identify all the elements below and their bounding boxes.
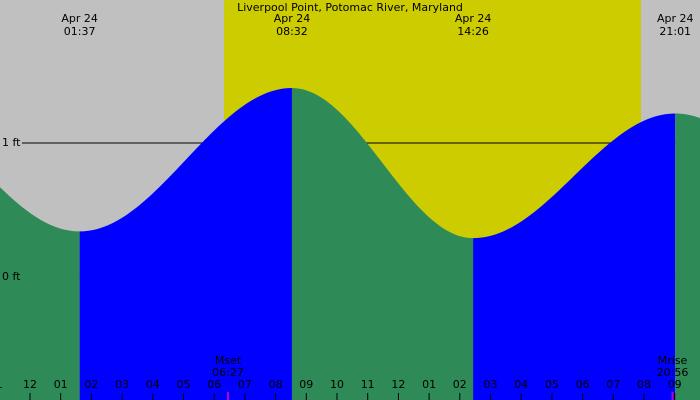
x-tick-label: 07 bbox=[238, 378, 252, 391]
x-tick-label: 09 bbox=[299, 378, 313, 391]
x-tick-label: 05 bbox=[545, 378, 559, 391]
x-tick-label: 08 bbox=[637, 378, 651, 391]
x-tick-label: 02 bbox=[453, 378, 467, 391]
event-date: Apr 24 bbox=[455, 12, 492, 25]
moon-label: Mset bbox=[215, 354, 242, 367]
x-tick-label: 12 bbox=[23, 378, 37, 391]
event-time: 14:26 bbox=[457, 25, 489, 38]
x-tick-label: 04 bbox=[146, 378, 160, 391]
x-tick-label: 12 bbox=[391, 378, 405, 391]
event-date: Apr 24 bbox=[657, 12, 694, 25]
event-time: 08:32 bbox=[276, 25, 308, 38]
event-date: Apr 24 bbox=[61, 12, 98, 25]
x-tick-label: 08 bbox=[269, 378, 283, 391]
x-tick-label: 06 bbox=[576, 378, 590, 391]
falling-tide bbox=[291, 88, 474, 400]
falling-tide bbox=[675, 113, 700, 400]
x-tick-label: 04 bbox=[514, 378, 528, 391]
x-tick-label: 1 bbox=[0, 378, 3, 391]
x-tick-label: 09 bbox=[668, 378, 682, 391]
x-tick-label: 02 bbox=[84, 378, 98, 391]
event-time: 21:01 bbox=[659, 25, 691, 38]
moon-label: Mrise bbox=[658, 354, 688, 367]
falling-tide bbox=[0, 187, 80, 400]
x-tick-label: 07 bbox=[606, 378, 620, 391]
x-tick-label: 01 bbox=[54, 378, 68, 391]
event-date: Apr 24 bbox=[274, 12, 311, 25]
moon-time: 20:56 bbox=[657, 366, 689, 379]
water bbox=[0, 88, 700, 400]
chart-title: Liverpool Point, Potomac River, Maryland bbox=[237, 1, 463, 14]
x-tick-label: 01 bbox=[422, 378, 436, 391]
x-tick-label: 03 bbox=[115, 378, 129, 391]
rising-tide bbox=[79, 88, 292, 400]
moon-time: 06:27 bbox=[212, 366, 244, 379]
y-tick-label: 0 ft bbox=[2, 270, 21, 283]
y-tick-label: 1 ft bbox=[2, 136, 21, 149]
x-tick-label: 03 bbox=[484, 378, 498, 391]
event-time: 01:37 bbox=[64, 25, 96, 38]
x-tick-label: 11 bbox=[361, 378, 375, 391]
x-tick-label: 05 bbox=[176, 378, 190, 391]
rising-tide bbox=[473, 113, 676, 400]
x-tick-label: 06 bbox=[207, 378, 221, 391]
x-tick-label: 10 bbox=[330, 378, 344, 391]
